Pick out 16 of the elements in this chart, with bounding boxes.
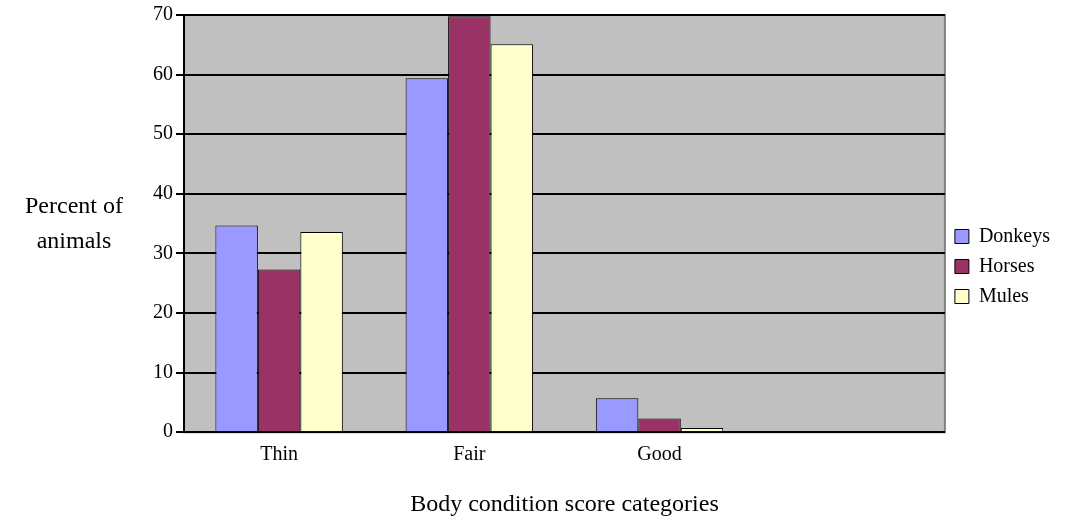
- y-tick-label: 60: [153, 61, 173, 84]
- x-axis-title: Body condition score categories: [410, 489, 719, 516]
- x-tick-label: Thin: [260, 442, 298, 465]
- y-tick-label: 0: [163, 419, 173, 442]
- x-tick-label: Good: [637, 442, 682, 465]
- legend-label: Horses: [978, 253, 1035, 276]
- y-tick-label: 40: [153, 181, 173, 204]
- y-tick-label: 10: [153, 359, 173, 382]
- legend-label: Mules: [978, 283, 1030, 306]
- x-tick-label: Fair: [453, 442, 486, 465]
- y-tick-label: 30: [153, 240, 173, 263]
- y-axis-title: Percent of animals: [24, 191, 124, 255]
- y-tick-label: 50: [153, 121, 173, 144]
- y-tick-label: 70: [153, 2, 173, 25]
- y-tick-label: 20: [153, 300, 173, 323]
- legend-label: Donkeys: [978, 223, 1051, 247]
